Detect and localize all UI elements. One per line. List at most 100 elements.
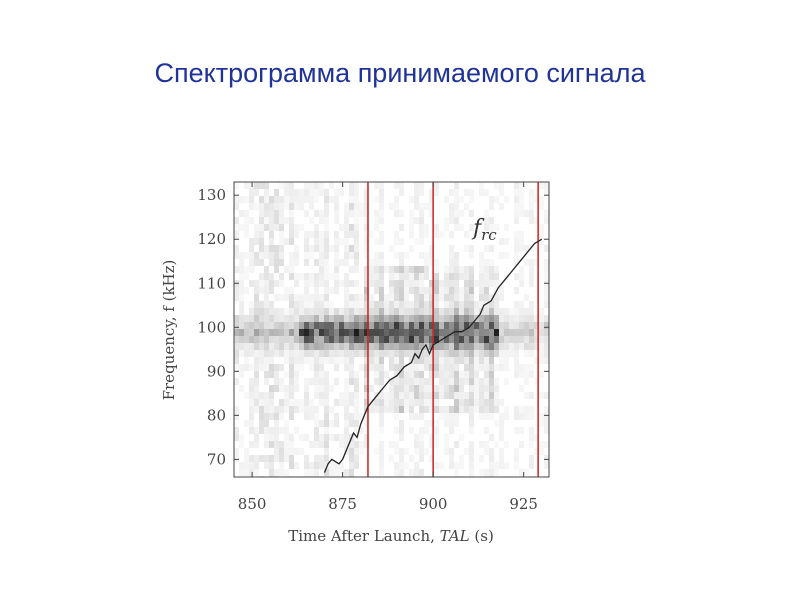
spectrogram-cell [369, 315, 374, 322]
spectrogram-cell [334, 350, 339, 357]
spectrogram-cell [399, 322, 404, 329]
spectrogram-cell [449, 392, 454, 399]
spectrogram-cell [274, 413, 279, 420]
spectrogram-cell [354, 315, 359, 322]
spectrogram-cell [309, 413, 314, 420]
spectrogram-cell [434, 364, 439, 371]
spectrogram-cell [309, 329, 314, 336]
spectrogram-cell [234, 196, 239, 203]
spectrogram-cell [329, 301, 334, 308]
spectrogram-cell [544, 392, 549, 399]
spectrogram-cell [279, 322, 284, 329]
spectrogram-cell [314, 182, 319, 189]
spectrogram-cell [274, 385, 279, 392]
spectrogram-cell [364, 441, 369, 448]
spectrogram-cell [489, 469, 494, 476]
spectrogram-cell [364, 413, 369, 420]
spectrogram-cell [254, 434, 259, 441]
spectrogram-cell [434, 322, 439, 329]
spectrogram-cell [514, 203, 519, 210]
spectrogram-cell [304, 238, 309, 245]
spectrogram-cell [499, 294, 504, 301]
spectrogram-cell [304, 322, 309, 329]
spectrogram-cell [299, 399, 304, 406]
spectrogram-cell [384, 329, 389, 336]
spectrogram-cell [339, 350, 344, 357]
spectrogram-cell [489, 315, 494, 322]
spectrogram-cell [334, 259, 339, 266]
spectrogram-cell [254, 280, 259, 287]
spectrogram-cell [529, 315, 534, 322]
spectrogram-cell [484, 371, 489, 378]
spectrogram-cell [284, 392, 289, 399]
spectrogram-cell [419, 364, 424, 371]
spectrogram-cell [419, 427, 424, 434]
spectrogram-cell [484, 210, 489, 217]
spectrogram-cell [389, 343, 394, 350]
spectrogram-cell [309, 315, 314, 322]
spectrogram-cell [419, 385, 424, 392]
spectrogram-cell [464, 294, 469, 301]
spectrogram-cell [349, 329, 354, 336]
spectrogram-cell [399, 392, 404, 399]
spectrogram-cell [489, 245, 494, 252]
spectrogram-cell [249, 217, 254, 224]
spectrogram-cell [434, 231, 439, 238]
spectrogram-cell [449, 266, 454, 273]
spectrogram-cell [454, 378, 459, 385]
spectrogram-cell [524, 413, 529, 420]
spectrogram-cell [389, 350, 394, 357]
spectrogram-cell [259, 343, 264, 350]
spectrogram-cell [289, 231, 294, 238]
spectrogram-cell [384, 322, 389, 329]
spectrogram-cell [479, 343, 484, 350]
spectrogram-cell [379, 231, 384, 238]
spectrogram-cell [444, 266, 449, 273]
spectrogram-cell [479, 413, 484, 420]
spectrogram-cell [319, 455, 324, 462]
spectrogram-cell [264, 266, 269, 273]
spectrogram-cell [504, 322, 509, 329]
spectrogram-cell [494, 315, 499, 322]
spectrogram-cell [449, 273, 454, 280]
spectrogram-cell [529, 210, 534, 217]
spectrogram-cell [399, 210, 404, 217]
spectrogram-cell [259, 217, 264, 224]
spectrogram-cell [454, 329, 459, 336]
spectrogram-cell [324, 392, 329, 399]
spectrogram-cell [379, 182, 384, 189]
spectrogram-cell [319, 329, 324, 336]
spectrogram-cell [444, 392, 449, 399]
spectrogram-cell [424, 259, 429, 266]
spectrogram-cell [349, 308, 354, 315]
spectrogram-cell [419, 217, 424, 224]
spectrogram-cell [454, 441, 459, 448]
spectrogram-cell [539, 231, 544, 238]
spectrogram-cell [409, 322, 414, 329]
spectrogram-cell [399, 287, 404, 294]
spectrogram-cell [289, 294, 294, 301]
spectrogram-cell [234, 287, 239, 294]
spectrogram-cell [254, 308, 259, 315]
spectrogram-cell [264, 427, 269, 434]
spectrogram-cell [304, 385, 309, 392]
spectrogram-cell [504, 406, 509, 413]
spectrogram-cell [419, 210, 424, 217]
spectrogram-cell [429, 371, 434, 378]
spectrogram-cell [339, 357, 344, 364]
spectrogram-cell [284, 343, 289, 350]
spectrogram-cell [409, 301, 414, 308]
spectrogram-cell [354, 392, 359, 399]
spectrogram-cell [389, 301, 394, 308]
spectrogram-cell [314, 245, 319, 252]
spectrogram-cell [349, 441, 354, 448]
spectrogram-cell [234, 455, 239, 462]
spectrogram-cell [419, 252, 424, 259]
spectrogram-cell [344, 385, 349, 392]
spectrogram-cell [429, 343, 434, 350]
spectrogram-cell [259, 336, 264, 343]
spectrogram-cell [324, 217, 329, 224]
spectrogram-cell [444, 294, 449, 301]
spectrogram-cell [424, 378, 429, 385]
